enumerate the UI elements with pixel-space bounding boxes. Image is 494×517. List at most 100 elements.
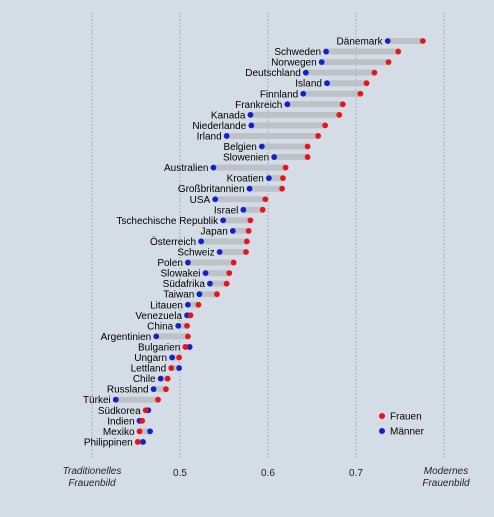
point-maenner (169, 354, 175, 361)
point-frauen (304, 154, 311, 160)
point-frauen (247, 217, 254, 224)
country-label: Finnland (260, 89, 298, 100)
axis-left-label-line1: Traditionelles (63, 466, 122, 477)
point-frauen (339, 101, 346, 108)
country-label: Südafrika (163, 279, 206, 290)
point-maenner (175, 322, 182, 329)
point-frauen (419, 38, 426, 44)
axis-right-label-line2: Frauenbild (422, 478, 470, 489)
point-maenner (216, 249, 223, 255)
point-maenner (176, 365, 183, 371)
point-frauen (226, 270, 233, 276)
country-label: Slowakei (160, 269, 200, 280)
country-label: Schweiz (177, 248, 214, 259)
country-label: Slowenien (223, 153, 269, 164)
point-frauen (395, 48, 402, 55)
point-frauen (155, 396, 161, 403)
point-maenner (185, 259, 191, 266)
country-labels: Dänemark SchwedenNorwegenDeutschlandIslan… (83, 37, 384, 449)
grid-lines (91, 12, 445, 460)
point-maenner (384, 38, 391, 44)
point-frauen (322, 122, 329, 129)
point-frauen (363, 80, 370, 87)
country-label: USA (190, 195, 211, 206)
dot-layer (112, 38, 426, 445)
point-maenner (153, 333, 160, 340)
country-label: Österreich (150, 236, 196, 248)
country-label: Polen (157, 258, 183, 269)
legend-label-frauen: Frauen (390, 412, 422, 423)
tick-label: 0.5 (173, 468, 187, 479)
point-frauen (230, 259, 237, 266)
point-maenner (210, 164, 217, 171)
point-frauen (214, 291, 220, 298)
country-label: Deutschland (245, 68, 301, 79)
point-frauen (136, 428, 143, 435)
point-frauen (168, 365, 175, 371)
country-label: Tschechische Republik (116, 216, 219, 227)
axis-left-label-line2: Frauenbild (68, 478, 116, 489)
country-label: Dänemark (337, 37, 384, 48)
point-maenner (324, 80, 330, 87)
point-frauen (139, 417, 146, 424)
point-maenner (300, 90, 307, 97)
country-label: Venezuela (135, 311, 182, 322)
legend-label-maenner: Männer (390, 427, 425, 438)
country-label: Australien (164, 163, 208, 174)
point-frauen (223, 280, 230, 287)
legend-marker-frauen (379, 413, 385, 419)
point-frauen (134, 439, 141, 445)
point-maenner (258, 143, 265, 150)
country-label: Schweden (274, 47, 321, 58)
point-maenner (202, 270, 209, 276)
point-frauen (385, 59, 392, 65)
point-maenner (265, 175, 272, 182)
country-label: Mexiko (103, 427, 135, 438)
point-maenner (220, 217, 227, 224)
country-label: Litauen (150, 300, 183, 311)
bar-layer (115, 38, 423, 445)
country-label: Türkei (83, 395, 111, 406)
country-label: Norwegen (271, 58, 317, 69)
country-label: Argentinien (101, 332, 152, 343)
country-label: Niederlande (192, 121, 246, 132)
point-frauen (357, 90, 364, 97)
point-frauen (195, 301, 202, 308)
country-label: Südkorea (98, 406, 141, 417)
point-maenner (150, 386, 157, 393)
point-maenner (186, 344, 193, 350)
point-frauen (259, 206, 266, 213)
point-frauen (279, 185, 285, 192)
tick-label: 0.6 (261, 468, 275, 479)
axis-right-label-line1: Modernes (424, 466, 468, 477)
point-frauen (243, 238, 250, 245)
point-maenner (147, 428, 153, 435)
point-maenner (112, 396, 119, 403)
country-label: Kroatien (227, 174, 264, 185)
point-maenner (323, 48, 329, 55)
point-maenner (157, 375, 164, 382)
point-maenner (240, 206, 247, 213)
country-label: Israel (214, 205, 238, 216)
point-frauen (243, 249, 249, 255)
legend-marker-maenner (379, 428, 385, 434)
point-frauen (164, 375, 171, 382)
country-label: Philippinen (84, 437, 133, 448)
point-maenner (248, 122, 255, 129)
point-frauen (176, 354, 183, 361)
point-frauen (280, 175, 286, 182)
point-maenner (223, 133, 230, 139)
point-frauen (245, 228, 252, 234)
country-label: Kanada (211, 110, 246, 121)
point-maenner (246, 185, 253, 192)
legend-item-maenner: Männer (379, 427, 425, 438)
point-frauen (142, 407, 149, 414)
country-label: Belgien (223, 142, 256, 153)
point-frauen (315, 133, 322, 139)
point-maenner (198, 238, 205, 245)
country-label: Japan (201, 226, 228, 237)
country-label: Indien (107, 416, 134, 427)
point-frauen (336, 111, 343, 118)
point-maenner (185, 301, 191, 308)
